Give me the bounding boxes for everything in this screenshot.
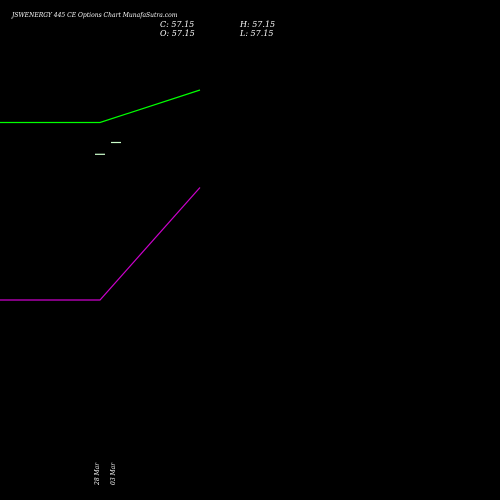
x-tick-label-1: 03 Mar — [110, 462, 117, 485]
series-line-1 — [0, 187, 201, 301]
ohlc-high: H: 57.15 — [240, 20, 276, 29]
ohlc-close: C: 57.15 — [160, 20, 195, 29]
ohlc-low: L: 57.15 — [240, 29, 274, 38]
chart-title: JSWENERGY 445 CE Options Chart MunafaSut… — [12, 12, 178, 19]
series-line-0 — [0, 89, 201, 124]
ohlc-open: O: 57.15 — [160, 29, 195, 38]
x-tick-label-0: 28 Mar — [94, 462, 101, 486]
